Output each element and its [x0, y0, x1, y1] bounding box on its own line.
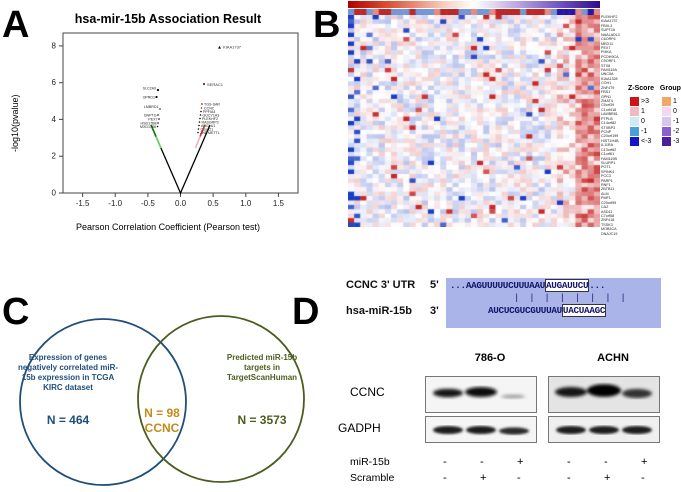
svg-text:MXD1788: MXD1788 — [140, 125, 156, 129]
svg-text:KIRC dataset: KIRC dataset — [43, 383, 93, 392]
svg-text:N = 3573: N = 3573 — [237, 413, 286, 427]
svg-text:1.0: 1.0 — [240, 199, 252, 208]
svg-text:targets in: targets in — [244, 363, 280, 372]
svg-text:4: 4 — [52, 115, 57, 124]
svg-text:6: 6 — [52, 78, 57, 87]
svg-text:0.0: 0.0 — [175, 199, 187, 208]
svg-text:SLC2A9: SLC2A9 — [143, 87, 156, 91]
svg-text:-0.5: -0.5 — [141, 199, 155, 208]
svg-text:SERAC1: SERAC1 — [207, 82, 224, 87]
svg-text:N = 464: N = 464 — [47, 413, 90, 427]
svg-text:negatively correlated miR-: negatively correlated miR- — [18, 363, 118, 372]
svg-text:LMBRD1: LMBRD1 — [144, 105, 159, 109]
svg-text:TargetScanHuman: TargetScanHuman — [227, 373, 297, 382]
svg-text:2: 2 — [52, 152, 57, 161]
svg-text:15b expression in TCGA: 15b expression in TCGA — [22, 373, 115, 382]
svg-text:1.5: 1.5 — [273, 199, 285, 208]
svg-text:CCNC: CCNC — [145, 421, 180, 435]
svg-text:OPRD1: OPRD1 — [143, 96, 155, 100]
svg-text:Expression of genes: Expression of genes — [29, 353, 108, 362]
svg-text:ZNF METTL: ZNF METTL — [200, 131, 220, 135]
svg-text:KIAA1737: KIAA1737 — [223, 44, 242, 49]
svg-text:8: 8 — [52, 41, 57, 50]
svg-text:0: 0 — [52, 189, 57, 198]
svg-text:-1.0: -1.0 — [108, 199, 122, 208]
svg-text:0.5: 0.5 — [208, 199, 220, 208]
svg-text:Predicted miR-15b: Predicted miR-15b — [227, 353, 297, 362]
svg-text:-1.5: -1.5 — [76, 199, 90, 208]
svg-text:N = 98: N = 98 — [144, 406, 180, 420]
